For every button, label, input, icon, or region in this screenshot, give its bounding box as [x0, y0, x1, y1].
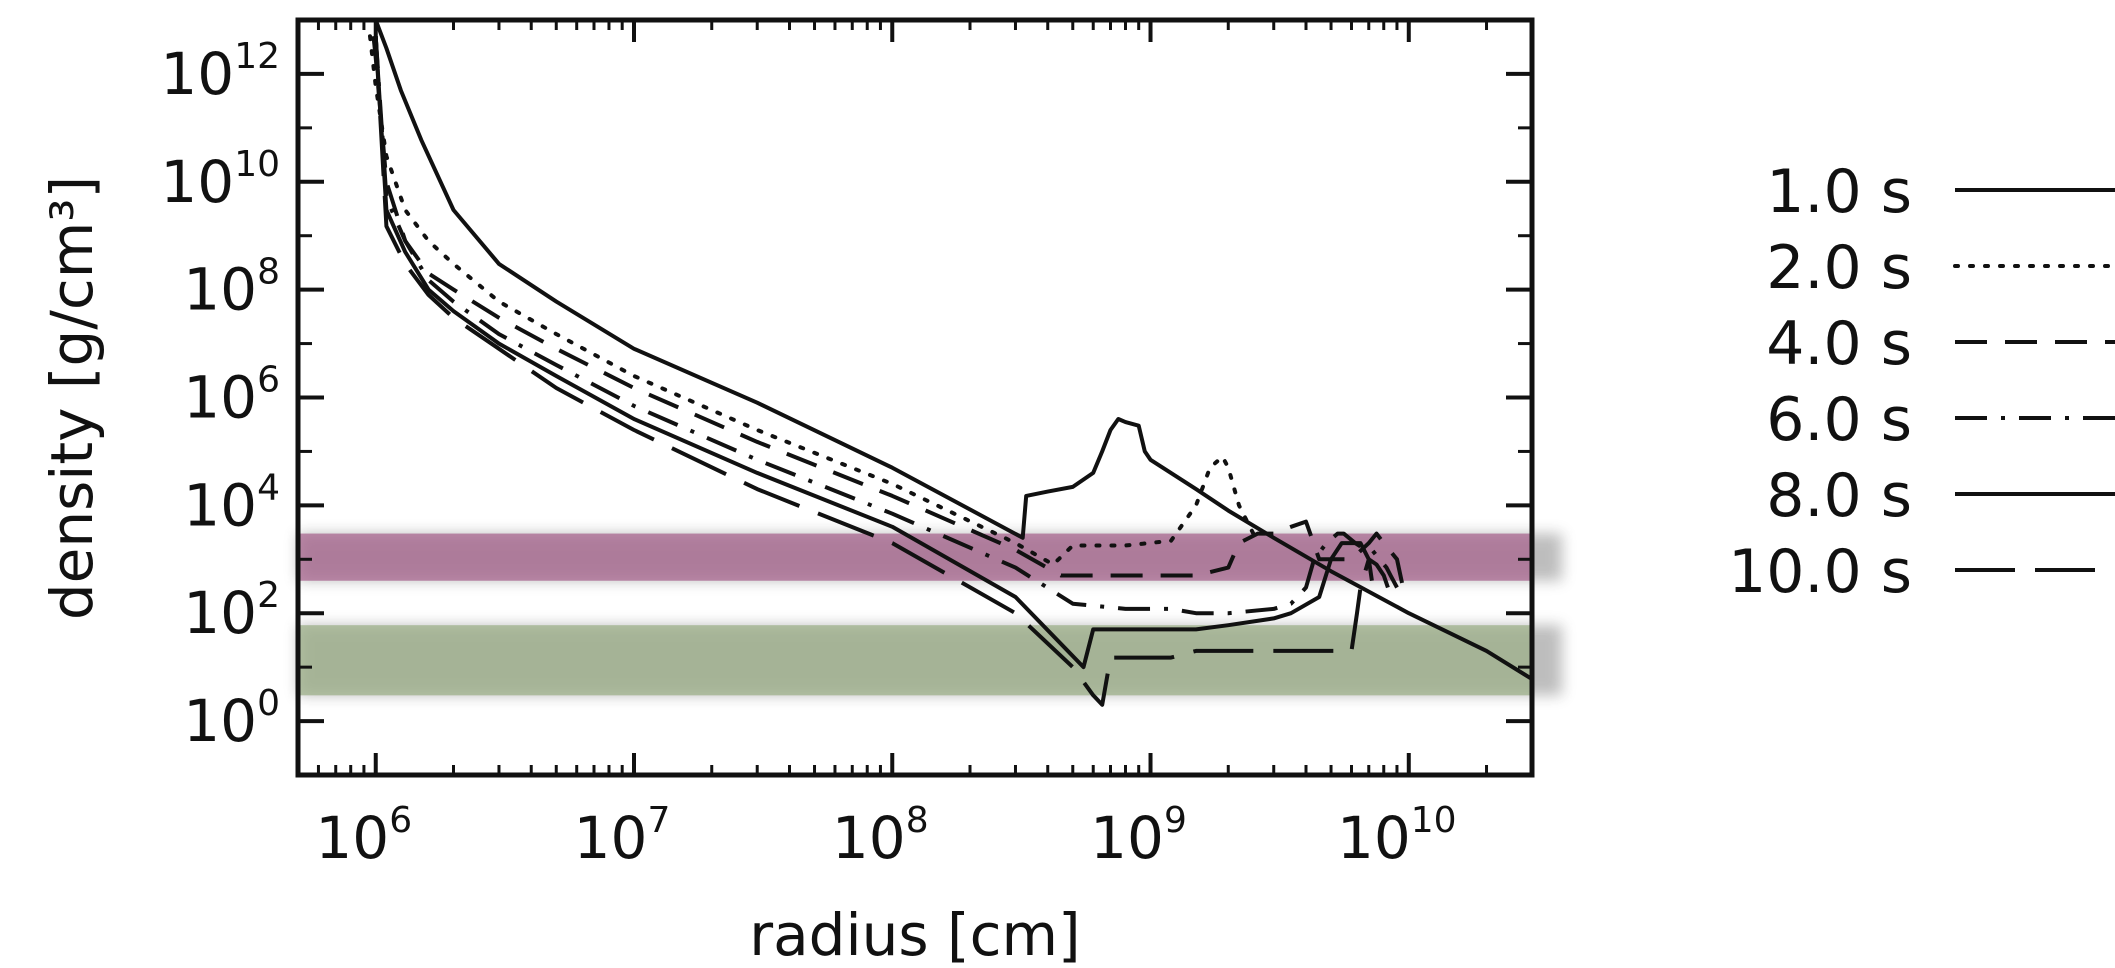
legend-label: 10.0 s [1728, 537, 1912, 607]
legend-label: 8.0 s [1766, 461, 1912, 531]
series-line [371, 35, 1405, 588]
x-tick-label: 109 [1090, 800, 1187, 872]
y-tick-label: 108 [183, 252, 280, 324]
legend: 1.0 s2.0 s4.0 s6.0 s8.0 s10.0 s [1728, 157, 2115, 607]
x-tick-label: 107 [574, 800, 671, 872]
y-tick-label: 104 [183, 467, 280, 539]
x-tick-labels: 106 107 108 109 1010 [315, 800, 1456, 872]
x-axis-label: radius [cm] [749, 901, 1080, 968]
highlight-bands [298, 533, 1562, 696]
legend-label: 4.0 s [1766, 309, 1912, 379]
x-tick-label: 108 [832, 800, 929, 872]
legend-label: 1.0 s [1766, 157, 1912, 227]
y-tick-labels: 100 102 104 106 108 1010 1012 [160, 36, 280, 755]
series-line [373, 36, 1399, 616]
y-tick-label: 1012 [160, 36, 280, 108]
y-tick-label: 1010 [160, 144, 280, 216]
band [298, 625, 1532, 696]
y-tick-label: 100 [183, 683, 280, 755]
y-tick-label: 106 [183, 360, 280, 432]
series-line [368, 34, 1256, 567]
legend-label: 6.0 s [1766, 385, 1912, 455]
series-line [373, 36, 1374, 670]
series-line [373, 20, 1532, 681]
legend-label: 2.0 s [1766, 233, 1912, 303]
y-axis-label: density [g/cm³] [38, 176, 106, 620]
data-series [368, 20, 1532, 707]
x-tick-label: 106 [315, 800, 412, 872]
series-line [373, 36, 1390, 707]
major-ticks [298, 20, 1532, 775]
y-tick-label: 102 [183, 575, 280, 647]
plot-frame [295, 17, 1535, 778]
x-tick-label: 1010 [1337, 800, 1457, 872]
